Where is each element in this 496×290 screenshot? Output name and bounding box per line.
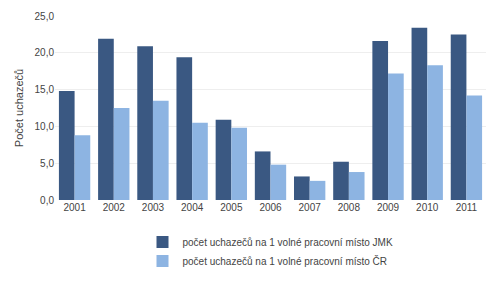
svg-text:2007: 2007 [299, 202, 322, 213]
svg-text:25,0: 25,0 [35, 11, 55, 22]
svg-text:2005: 2005 [220, 202, 243, 213]
svg-text:počet uchazečů na 1 volné prac: počet uchazečů na 1 volné pracovní místo… [183, 237, 393, 248]
svg-text:2010: 2010 [416, 202, 439, 213]
svg-text:2003: 2003 [142, 202, 165, 213]
svg-text:15,0: 15,0 [35, 84, 55, 95]
svg-text:2004: 2004 [181, 202, 204, 213]
svg-text:Počet uchazečů: Počet uchazečů [13, 69, 25, 147]
svg-text:2008: 2008 [338, 202, 361, 213]
svg-text:2009: 2009 [377, 202, 400, 213]
svg-text:0,0: 0,0 [40, 195, 54, 206]
svg-text:20,0: 20,0 [35, 47, 55, 58]
svg-text:2006: 2006 [259, 202, 282, 213]
svg-text:2011: 2011 [456, 202, 478, 213]
svg-text:10,0: 10,0 [35, 121, 55, 132]
svg-text:5,0: 5,0 [40, 158, 54, 169]
svg-text:2001: 2001 [63, 202, 86, 213]
svg-text:2002: 2002 [103, 202, 126, 213]
svg-text:počet uchazečů na 1 volné prac: počet uchazečů na 1 volné pracovní místo… [183, 255, 388, 267]
